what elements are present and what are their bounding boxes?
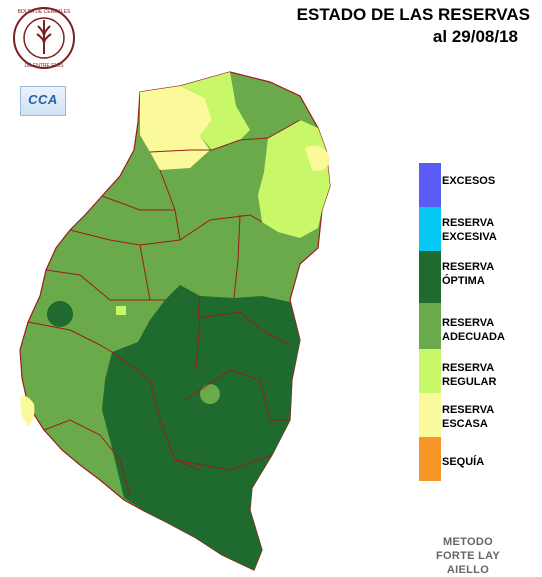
title-date: al 29/08/18	[432, 27, 518, 46]
regular-spot-center	[116, 306, 126, 315]
svg-text:DE ENTRE RIOS: DE ENTRE RIOS	[25, 63, 65, 69]
bolsa-de-cereales-logo: BOLSA DE CEREALES DE ENTRE RIOS	[13, 7, 75, 69]
map-title: ESTADO DE LAS RESERVAS al 29/08/18	[240, 4, 530, 48]
method-credit: METODO FORTE LAY AIELLO	[435, 536, 501, 576]
title-line-1: ESTADO DE LAS RESERVAS	[296, 5, 530, 24]
legend-swatch-reserva-regular	[419, 349, 441, 393]
scarce-zone-west	[20, 396, 35, 426]
legend-label-sequia: SEQUÍA	[442, 456, 485, 468]
scarce-zone-north	[140, 86, 212, 170]
legend-swatch-reserva-adecuada	[419, 303, 441, 349]
legend-label-reserva-regular: RESERVA REGULAR	[442, 362, 497, 388]
legend-label-reserva-optima: RESERVA ÓPTIMA	[442, 261, 495, 287]
legend-swatch-reserva-escasa	[419, 393, 441, 437]
svg-text:BOLSA DE CEREALES: BOLSA DE CEREALES	[18, 9, 71, 15]
entre-rios-map	[19, 71, 331, 571]
legend-swatch-reserva-optima	[419, 251, 441, 303]
regular-zone-north	[180, 72, 250, 150]
legend-swatch-excesos	[419, 163, 441, 207]
legend-label-excesos: EXCESOS	[442, 175, 496, 187]
legend-swatch-sequia	[419, 437, 441, 481]
adequate-spot-center	[200, 384, 220, 404]
legend-label-reserva-escasa: RESERVA ESCASA	[442, 404, 495, 430]
scarce-zone-east	[305, 145, 330, 171]
legend-label-reserva-excesiva: RESERVA EXCESIVA	[442, 217, 497, 243]
optimal-spot-west	[47, 301, 73, 327]
cca-label: CCA	[28, 92, 58, 107]
legend-label-reserva-adecuada: RESERVA ADECUADA	[442, 317, 505, 343]
optimal-zone	[102, 285, 300, 570]
cca-logo: CCA	[20, 86, 66, 116]
legend-swatch-reserva-excesiva	[419, 207, 441, 251]
